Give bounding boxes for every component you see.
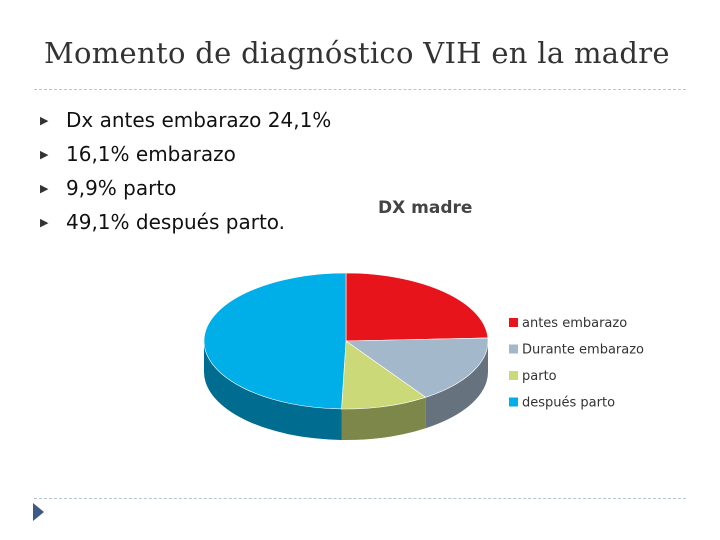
pie-sides	[204, 341, 488, 441]
bullet-text: 9,9% parto	[66, 176, 177, 200]
triangle-bullet-icon: ▶	[40, 181, 49, 195]
pie-slice-side	[204, 341, 342, 440]
pie-slices	[203, 272, 489, 410]
bullet-list: ▶ Dx antes embarazo 24,1% ▶ 16,1% embarazo…	[40, 103, 331, 239]
chart-legend: antes embarazo Durante embarazo parto despu…	[509, 316, 644, 411]
bullet-item: ▶ Dx antes embarazo 24,1%	[40, 103, 331, 137]
legend-swatch	[509, 371, 518, 380]
triangle-bullet-icon: ▶	[40, 147, 49, 161]
bullet-item: ▶ 9,9% parto	[40, 171, 331, 205]
legend-swatch	[509, 318, 518, 327]
bullet-item: ▶ 49,1% después parto.	[40, 205, 331, 239]
top-divider	[34, 89, 686, 90]
slide-corner-icon	[33, 503, 44, 521]
legend-swatch	[509, 344, 518, 354]
bullet-text: Dx antes embarazo 24,1%	[66, 108, 332, 132]
pie-slice	[345, 337, 489, 398]
bullet-item: ▶ 16,1% embarazo	[40, 137, 331, 171]
chart-title: DX madre	[378, 198, 472, 218]
legend-label: Durante embarazo	[522, 343, 644, 358]
legend-label: parto	[522, 369, 557, 384]
triangle-bullet-icon: ▶	[40, 215, 49, 229]
legend-swatch	[509, 397, 518, 407]
pie-slice	[341, 340, 427, 410]
bullet-text: 49,1% después parto.	[66, 210, 286, 234]
legend-label: antes embarazo	[522, 316, 627, 331]
pie-slice	[345, 272, 489, 342]
bullet-text: 16,1% embarazo	[66, 142, 236, 166]
legend-label: después parto	[522, 396, 615, 411]
bottom-divider	[34, 498, 686, 499]
pie-slice-side	[425, 341, 488, 429]
slide-title: Momento de diagnóstico VIH en la madre	[44, 36, 670, 70]
triangle-bullet-icon: ▶	[40, 113, 49, 127]
pie-slice	[203, 272, 347, 410]
pie-slice-side	[341, 397, 426, 441]
